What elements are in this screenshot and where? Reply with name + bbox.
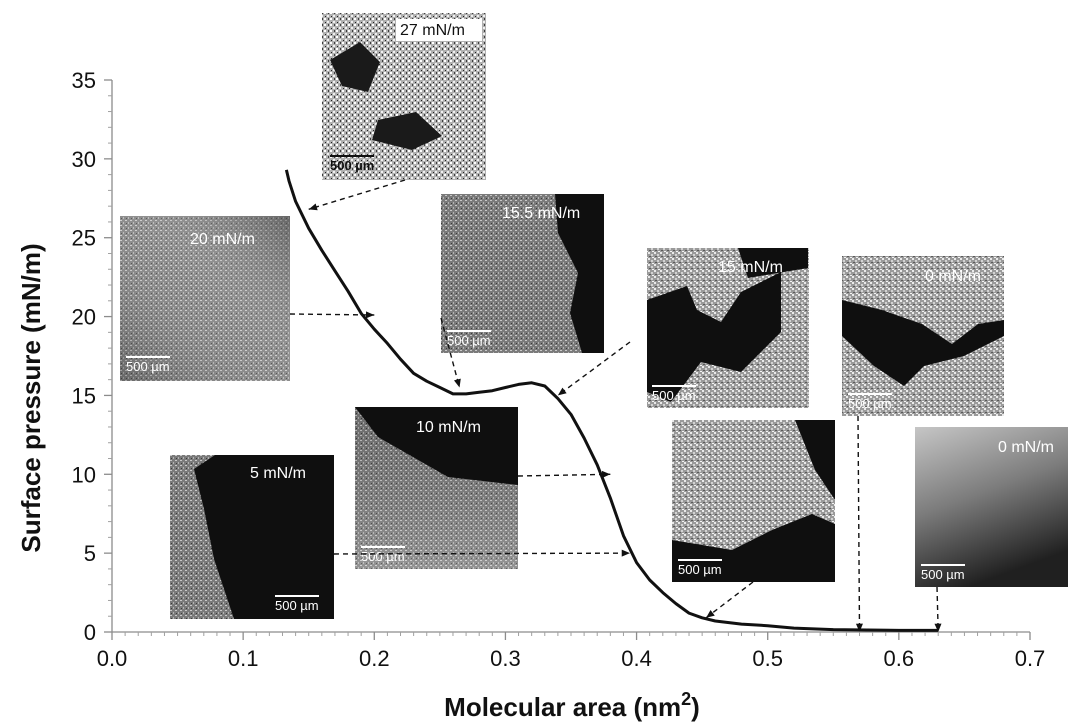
- x-axis-title: Molecular area (nm2): [444, 689, 700, 722]
- scale-bar-label: 500 µm: [330, 158, 374, 173]
- x-tick-label: 0.5: [752, 646, 783, 671]
- micrograph-shading: [120, 216, 290, 381]
- micrograph-pressure-label: 20 mN/m: [190, 231, 255, 248]
- scale-bar-label: 500 µm: [361, 549, 405, 564]
- x-tick-label: 0.3: [490, 646, 521, 671]
- micrograph-inset: 15.5 mN/m 500 µm: [441, 194, 604, 353]
- micrograph-inset: 500 µm: [672, 420, 835, 582]
- micrograph-domain: [372, 112, 442, 150]
- micrograph-pressure-label: 10 mN/m: [416, 419, 481, 436]
- scale-bar-label: 500 µm: [848, 396, 892, 411]
- inset-pointer-line: [517, 473, 611, 477]
- x-tick-label: 0.7: [1015, 646, 1046, 671]
- micrograph-inset: 0 mN/m 500 µm: [915, 427, 1068, 587]
- inset-pointer-line: [857, 415, 861, 633]
- scale-bar-label: 500 µm: [652, 388, 696, 403]
- micrograph-pressure-label: 0 mN/m: [925, 268, 981, 285]
- micrograph-domain: [647, 272, 781, 402]
- scale-bar-label: 500 µm: [447, 333, 491, 348]
- micrograph-insets: 27 mN/m 500 µm 20 mN/m 500 µm 15.5 mN/m 500 µ…: [120, 13, 1068, 619]
- micrograph-image: [915, 427, 1068, 587]
- micrograph-inset: 20 mN/m 500 µm: [120, 216, 290, 381]
- micrograph-inset: 0 mN/m 500 µm: [842, 256, 1004, 416]
- scale-bar-label: 500 µm: [275, 598, 319, 613]
- micrograph-inset: 27 mN/m 500 µm: [322, 13, 486, 180]
- x-tick-label: 0.1: [228, 646, 259, 671]
- scale-bar-label: 500 µm: [921, 567, 965, 582]
- inset-pointer-line: [333, 552, 631, 555]
- y-tick-label: 15: [72, 383, 96, 408]
- micrograph-domain: [355, 407, 518, 485]
- inset-pointer-arrowhead: [706, 609, 715, 618]
- micrograph-label-background: [396, 19, 482, 41]
- axes: [104, 79, 1031, 640]
- x-tick-label: 0.2: [359, 646, 390, 671]
- inset-pointer-arrowhead: [454, 378, 461, 388]
- y-tick-label: 20: [72, 305, 96, 330]
- x-tick-label: 0.6: [884, 646, 915, 671]
- tick-labels: 0.0 0.1 0.2 0.3 0.4 0.5 0.6 0.7 0 5 10 15 20 25 30 35: [72, 68, 1046, 671]
- micrograph-domain: [842, 300, 1004, 386]
- inset-pointer-arrowhead: [557, 387, 567, 396]
- micrograph-pressure-label: 15.5 mN/m: [502, 205, 580, 222]
- y-tick-label: 25: [72, 226, 96, 251]
- micrograph-domain: [330, 42, 380, 92]
- micrograph-inset: 15 mN/m 500 µm: [647, 248, 809, 408]
- micrograph-pressure-label: 27 mN/m: [400, 22, 465, 39]
- isotherm-series: [284, 169, 939, 632]
- inset-pointer-arrowhead: [934, 623, 942, 632]
- micrograph-inset: 10 mN/m 500 µm: [355, 407, 518, 569]
- y-tick-label: 0: [84, 620, 96, 645]
- micrograph-pressure-label: 0 mN/m: [998, 439, 1054, 456]
- micrograph-domain: [672, 514, 835, 582]
- inset-pointer-line: [705, 581, 754, 619]
- inset-pointer-arrowhead: [601, 470, 611, 478]
- scale-bar-label: 500 µm: [126, 359, 170, 374]
- micrograph-domain: [194, 455, 334, 619]
- y-tick-label: 10: [72, 462, 96, 487]
- x-tick-label: 0.0: [97, 646, 128, 671]
- y-tick-label: 5: [84, 541, 96, 566]
- inset-pointers: [289, 179, 942, 633]
- y-tick-label: 30: [72, 147, 96, 172]
- y-tick-label: 35: [72, 68, 96, 93]
- inset-pointer-arrowhead: [308, 203, 318, 211]
- x-axis-title-superscript: 2: [681, 689, 691, 709]
- inset-pointer-arrowhead: [621, 549, 631, 557]
- scale-bar-label: 500 µm: [678, 562, 722, 577]
- x-axis-title-close: ): [691, 692, 700, 722]
- inset-pointer-line: [440, 317, 461, 388]
- micrograph-domain: [738, 248, 808, 278]
- inset-pointer-line: [557, 341, 631, 396]
- isotherm-line: [284, 169, 939, 632]
- micrograph-pressure-label: 15 mN/m: [718, 259, 783, 276]
- micrograph-pressure-label: 5 mN/m: [250, 465, 306, 482]
- x-tick-label: 0.4: [621, 646, 652, 671]
- micrograph-domain: [795, 420, 835, 500]
- inset-pointer-arrowhead: [365, 311, 375, 319]
- micrograph-domain: [555, 194, 604, 353]
- x-axis-title-main: Molecular area (nm: [444, 692, 681, 722]
- inset-pointer-arrowhead: [855, 623, 863, 632]
- micrograph-inset: 5 mN/m 500 µm: [170, 455, 334, 619]
- inset-pointer-line: [308, 179, 406, 210]
- y-axis-title: Surface pressure (mN/m): [16, 243, 46, 552]
